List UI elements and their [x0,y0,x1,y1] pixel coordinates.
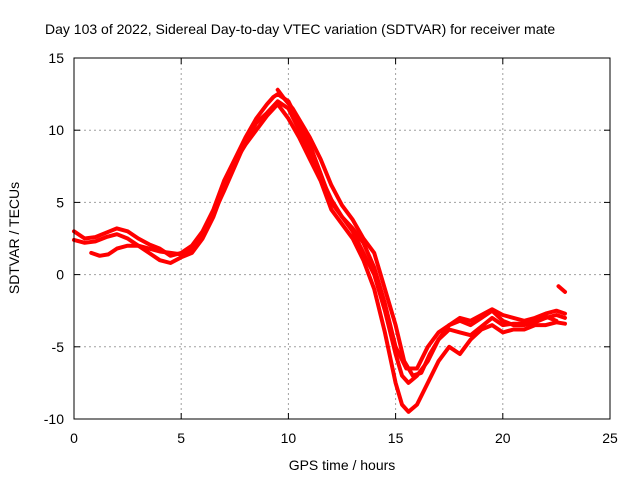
series-track-b [72,102,567,414]
series-track-e [556,284,567,294]
plot-area [72,87,567,414]
x-axis-title: GPS time / hours [289,457,396,473]
y-tick-label: 15 [48,50,64,66]
chart-title: Day 103 of 2022, Sidereal Day-to-day VTE… [45,21,555,37]
y-tick-label: 10 [48,122,64,138]
y-tick-labels: -10 -5 0 5 10 15 [44,50,64,427]
y-axis-title: SDTVAR / TECUs [6,182,22,294]
series-track-d [275,87,559,378]
series-track-c [89,99,567,371]
y-tick-label: -10 [44,411,64,427]
grid [74,58,610,419]
y-tick-label: -5 [52,339,65,355]
plot-frame [73,57,611,420]
series-track-a [72,92,567,385]
x-tick-label: 25 [602,430,618,446]
tick-marks [73,57,611,420]
x-tick-label: 20 [495,430,511,446]
x-tick-label: 15 [388,430,404,446]
x-tick-label: 0 [70,430,78,446]
y-tick-label: 5 [56,194,64,210]
x-tick-labels: 0 5 10 15 20 25 [70,430,618,446]
x-tick-label: 10 [281,430,297,446]
x-tick-label: 5 [177,430,185,446]
y-tick-label: 0 [56,267,64,283]
